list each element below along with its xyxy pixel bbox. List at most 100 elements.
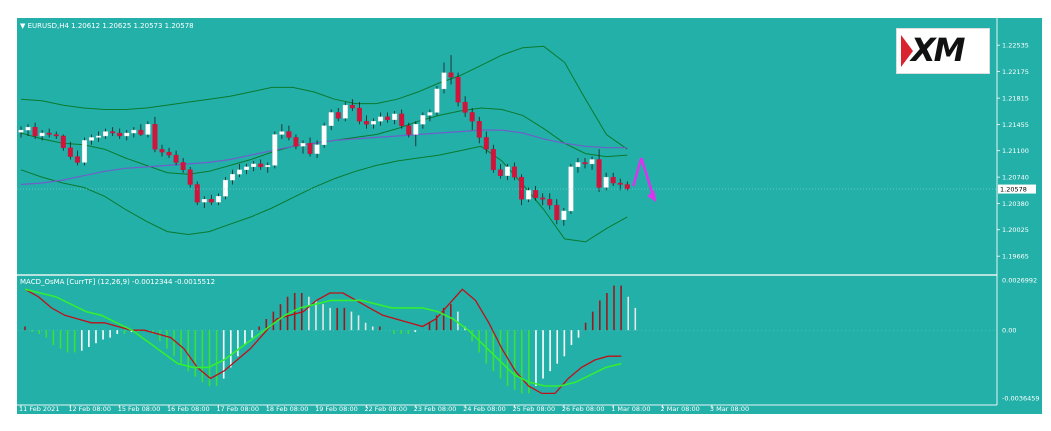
bull-candle <box>229 174 235 181</box>
bull-candle <box>589 159 595 165</box>
price-tick-label: 1.20025 <box>1002 226 1029 234</box>
bull-candle <box>328 112 334 126</box>
bull-candle <box>265 165 271 168</box>
bear-candle <box>152 124 158 150</box>
signal-line <box>24 288 622 387</box>
bear-candle <box>624 184 630 190</box>
time-tick-label: 23 Feb 08:00 <box>414 405 457 413</box>
time-tick-label: 24 Feb 08:00 <box>463 405 506 413</box>
time-tick-label: 1 Mar 08:00 <box>611 405 650 413</box>
time-tick-label: 26 Feb 08:00 <box>562 405 605 413</box>
bear-candle <box>194 184 200 203</box>
bull-candle <box>201 199 207 203</box>
bull-candle <box>124 132 130 137</box>
bull-candle <box>279 131 285 135</box>
bear-candle <box>349 104 355 109</box>
logo-text: XM <box>911 31 965 69</box>
bull-candle <box>251 163 257 168</box>
current-price-label: 1.20578 <box>1000 186 1027 194</box>
time-tick-label: 17 Feb 08:00 <box>216 405 259 413</box>
bollinger-upper-line <box>20 45 628 150</box>
bull-candle <box>434 88 440 113</box>
bull-candle <box>413 124 419 135</box>
chart-canvas: 1.22535 1.22175 1.21815 1.21455 1.21100 1.207… <box>17 18 1040 413</box>
bear-candle <box>406 125 412 135</box>
bull-candle <box>441 72 447 90</box>
price-tick-label: 1.21455 <box>1002 121 1029 129</box>
bear-candle <box>490 149 496 170</box>
time-tick-label: 3 Mar 08:00 <box>710 405 749 413</box>
bollinger-lower-line <box>20 145 628 243</box>
time-tick-label: 18 Feb 08:00 <box>266 405 309 413</box>
bear-candle <box>610 176 616 184</box>
symbol-header-text: EURUSD,H4 1.20612 1.20625 1.20573 1.2057… <box>27 22 194 30</box>
price-tick-label: 1.20380 <box>1002 200 1029 208</box>
bear-candle <box>166 151 172 156</box>
price-tick-label: 1.21815 <box>1002 95 1029 103</box>
bear-candle <box>582 162 588 165</box>
bull-candle <box>504 166 510 176</box>
time-tick-label: 25 Feb 08:00 <box>513 405 556 413</box>
bull-candle <box>215 196 221 203</box>
bull-candle <box>88 137 94 141</box>
bear-candle <box>60 135 66 148</box>
bull-candle <box>561 210 567 220</box>
bear-candle <box>476 121 482 138</box>
symbol-header: ▼ EURUSD,H4 1.20612 1.20625 1.20573 1.20… <box>20 22 194 30</box>
time-tick-label: 15 Feb 08:00 <box>118 405 161 413</box>
bull-candle <box>272 134 278 166</box>
price-tick-label: 1.21100 <box>1002 147 1029 155</box>
bear-candle <box>483 137 489 150</box>
forecast-arrow-down <box>640 157 655 197</box>
bear-candle <box>307 143 313 154</box>
bear-candle <box>554 204 560 220</box>
bull-candle <box>18 129 24 133</box>
bear-candle <box>53 134 59 137</box>
chart-window: 1.22535 1.22175 1.21815 1.21455 1.21100 1.207… <box>17 18 1042 414</box>
bull-candle <box>244 166 250 170</box>
bear-candle <box>110 131 116 134</box>
bear-candle <box>208 199 214 203</box>
bear-candle <box>258 163 264 168</box>
bull-candle <box>222 179 228 197</box>
bear-candle <box>117 132 123 137</box>
bull-candle <box>342 104 348 119</box>
bear-candle <box>159 149 165 153</box>
bear-candle <box>596 159 602 188</box>
bear-candle <box>448 72 454 78</box>
bear-candle <box>469 112 475 122</box>
time-tick-label: 16 Feb 08:00 <box>167 405 210 413</box>
bear-candle <box>335 112 341 119</box>
bull-candle <box>378 116 384 122</box>
bull-candle <box>575 162 581 168</box>
forecast-arrow-up <box>632 157 643 187</box>
bear-candle <box>617 182 623 185</box>
time-tick-label: 19 Feb 08:00 <box>315 405 358 413</box>
bear-candle <box>173 154 179 163</box>
price-tick-label: 1.19665 <box>1002 253 1029 261</box>
bull-candle <box>103 131 109 137</box>
time-tick-label: 22 Feb 08:00 <box>364 405 407 413</box>
bull-candle <box>314 144 320 154</box>
macd-tick-label: 0.00 <box>1002 327 1016 335</box>
bear-candle <box>67 147 73 157</box>
bear-candle <box>356 107 362 122</box>
bear-candle <box>74 156 80 163</box>
bear-candle <box>187 169 193 185</box>
bear-candle <box>455 76 461 103</box>
bear-candle <box>462 101 468 113</box>
bull-candle <box>39 132 45 137</box>
bear-candle <box>533 190 539 198</box>
bear-candle <box>180 162 186 170</box>
bull-candle <box>237 169 243 175</box>
bull-candle <box>568 166 574 212</box>
logo-mark-icon <box>901 35 913 67</box>
forecast-arrow-head-icon <box>647 190 657 203</box>
bear-candle <box>512 166 518 178</box>
bull-candle <box>145 124 151 135</box>
bull-candle <box>300 143 306 147</box>
bear-candle <box>547 199 553 206</box>
bear-candle <box>46 132 52 135</box>
macd-header: MACD_OsMA [CurrTF] (12,26,9) -0.0012344 … <box>20 278 216 286</box>
bull-candle <box>603 176 609 188</box>
